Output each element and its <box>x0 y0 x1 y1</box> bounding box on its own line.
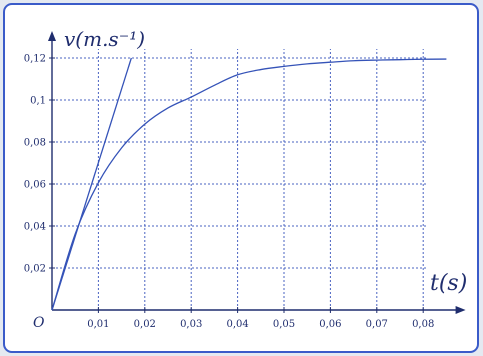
x-tick-label-0: 0,01 <box>87 319 109 330</box>
axes <box>48 31 466 314</box>
y-axis-label: v(m.s⁻¹) <box>64 27 145 51</box>
y-tick-label-2: 0,06 <box>24 180 46 191</box>
x-tick-label-7: 0,08 <box>412 319 434 330</box>
y-axis-arrow <box>48 31 56 41</box>
x-axis-label: t(s) <box>430 271 467 296</box>
x-tick-label-3: 0,04 <box>226 319 248 330</box>
y-tick-label-5: 0,12 <box>24 54 46 65</box>
tick-labels: 0,01 0,02 0,03 0,04 0,05 0,06 0,07 0,08 0,02 0,04… <box>24 54 435 331</box>
y-tick-label-4: 0,1 <box>30 96 46 107</box>
chart-background <box>3 3 479 353</box>
origin-label: O <box>33 315 45 331</box>
y-tick-label-3: 0,08 <box>24 138 46 149</box>
x-axis-arrow <box>455 306 466 314</box>
series-tangent-1 <box>51 57 132 311</box>
series-group <box>51 57 447 311</box>
series-curve-0 <box>51 58 447 311</box>
x-tick-label-1: 0,02 <box>134 319 156 330</box>
grid-lines <box>52 49 428 310</box>
x-tick-label-6: 0,07 <box>366 319 388 330</box>
x-tick-label-4: 0,05 <box>273 319 295 330</box>
x-tick-label-2: 0,03 <box>180 319 202 330</box>
y-tick-label-1: 0,04 <box>24 222 46 233</box>
y-tick-label-0: 0,02 <box>24 264 46 275</box>
x-tick-label-5: 0,06 <box>319 319 341 330</box>
